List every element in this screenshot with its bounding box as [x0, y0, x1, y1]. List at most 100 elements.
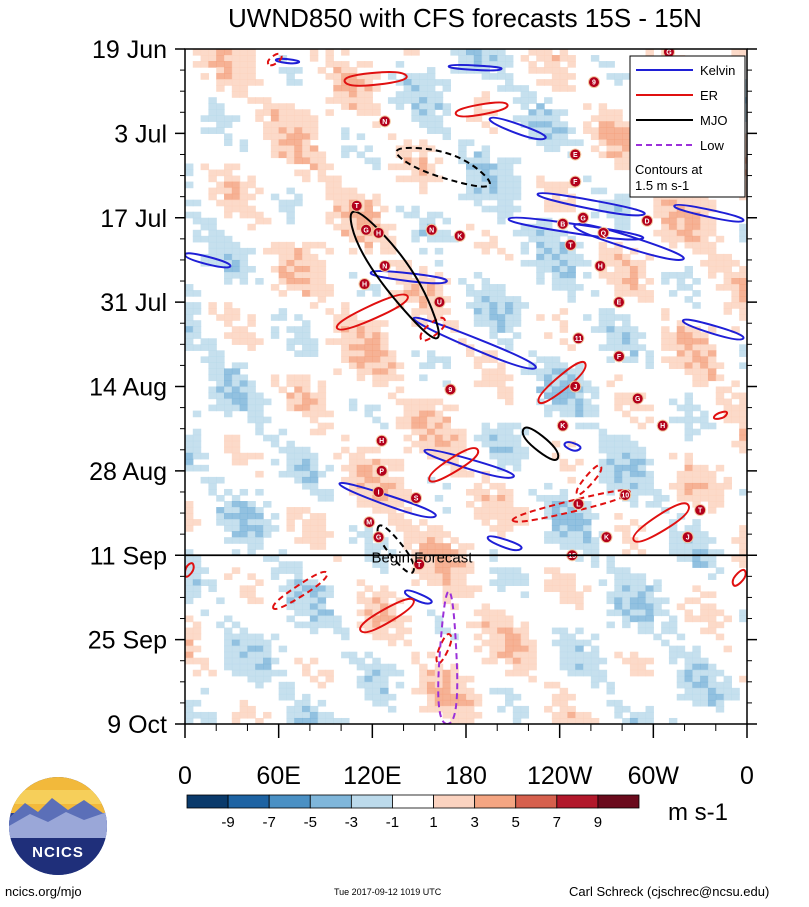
shade-cell — [208, 55, 217, 62]
shade-cell — [395, 151, 405, 159]
shade-cell — [739, 229, 747, 237]
shade-cell — [270, 434, 280, 442]
shade-cell — [629, 265, 639, 273]
shade-cell — [231, 507, 241, 514]
shade-cell — [239, 639, 249, 647]
shade-cell — [481, 187, 491, 195]
shade-cell — [294, 145, 303, 153]
shade-cell — [247, 380, 256, 388]
shade-cell — [551, 133, 561, 141]
shade-cell — [583, 525, 592, 532]
shade-cell — [231, 398, 241, 406]
shade-cell — [216, 368, 225, 376]
shade-cell — [192, 302, 202, 309]
shade-cell — [239, 139, 249, 147]
shade-cell — [692, 229, 701, 237]
shade-cell — [723, 416, 732, 424]
shade-cell — [637, 265, 647, 273]
footer-website: ncics.org/mjo — [5, 884, 82, 899]
shade-cell — [302, 253, 311, 261]
shade-cell — [583, 657, 592, 665]
shade-cell — [442, 362, 451, 370]
shade-cell — [426, 428, 436, 436]
storm-icon — [572, 498, 585, 511]
storm-label: E — [573, 152, 578, 159]
shade-cell — [551, 531, 561, 538]
storm-label: D — [645, 218, 650, 225]
storm-label: N — [382, 119, 387, 126]
shade-cell — [278, 549, 288, 556]
shade-cell — [567, 290, 576, 297]
shade-cell — [348, 464, 358, 472]
shade-cell — [723, 386, 732, 394]
shade-cell — [645, 621, 654, 629]
shade-cell — [614, 585, 623, 593]
shade-cell — [458, 549, 467, 556]
shade-cell — [286, 507, 295, 514]
shade-cell — [505, 157, 514, 165]
shade-cell — [645, 253, 654, 261]
shade-cell — [458, 440, 467, 448]
shade-cell — [403, 163, 412, 171]
shade-cell — [544, 410, 553, 418]
shade-cell — [185, 639, 194, 647]
shade-cell — [224, 645, 233, 653]
shade-cell — [544, 392, 553, 400]
shade-cell — [403, 446, 412, 454]
shade-cell — [614, 121, 623, 128]
shade-cell — [286, 392, 295, 400]
shade-cell — [247, 97, 256, 104]
shade-cell — [333, 175, 342, 183]
shade-cell — [185, 615, 194, 623]
shade-cell — [317, 278, 327, 285]
shade-cell — [309, 278, 319, 285]
shade-cell — [411, 235, 420, 243]
y-tick-label: 17 Jul — [100, 205, 167, 233]
shade-cell — [333, 717, 342, 724]
shade-cell — [536, 253, 545, 261]
shade-cell — [231, 380, 241, 388]
shade-cell — [544, 187, 553, 195]
shade-cell — [551, 115, 561, 122]
shade-cell — [419, 374, 428, 382]
shade-cell — [622, 615, 631, 623]
wave-filter-contours — [185, 52, 747, 724]
shade-cell — [606, 458, 615, 466]
storm-label: G — [666, 50, 672, 57]
shade-cell — [676, 223, 686, 231]
shade-cell — [419, 121, 428, 128]
shade-cell — [458, 699, 467, 707]
shade-cell — [419, 404, 428, 412]
shade-cell — [684, 271, 693, 279]
shade-cell — [668, 338, 678, 345]
shade-cell — [551, 145, 561, 153]
shade-cell — [450, 567, 459, 574]
shade-cell — [559, 362, 569, 370]
shade-cell — [239, 187, 249, 195]
shade-cell — [216, 181, 225, 189]
storm-marker: F — [569, 175, 582, 188]
shade-cell — [356, 597, 366, 605]
shade-cell — [692, 531, 701, 538]
shade-cell — [309, 627, 319, 635]
shade-cell — [294, 278, 303, 285]
shade-cell — [661, 229, 670, 237]
shade-cell — [294, 717, 303, 724]
storm-marker: J — [569, 380, 582, 393]
shade-cell — [684, 404, 693, 412]
shade-cell — [481, 488, 491, 496]
shade-cell — [364, 103, 373, 110]
shade-cell — [278, 669, 288, 677]
shade-cell — [356, 103, 366, 110]
shade-cell — [239, 49, 249, 56]
shade-cell — [637, 615, 647, 623]
shade-cell — [380, 494, 389, 502]
shade-cell — [403, 398, 412, 406]
shade-cell — [426, 573, 436, 580]
shade-cell — [739, 398, 747, 406]
shade-cell — [395, 91, 405, 98]
shade-cell — [692, 223, 701, 231]
shade-cell — [309, 621, 319, 629]
shade-cell — [426, 681, 436, 689]
shade-cell — [208, 585, 217, 593]
